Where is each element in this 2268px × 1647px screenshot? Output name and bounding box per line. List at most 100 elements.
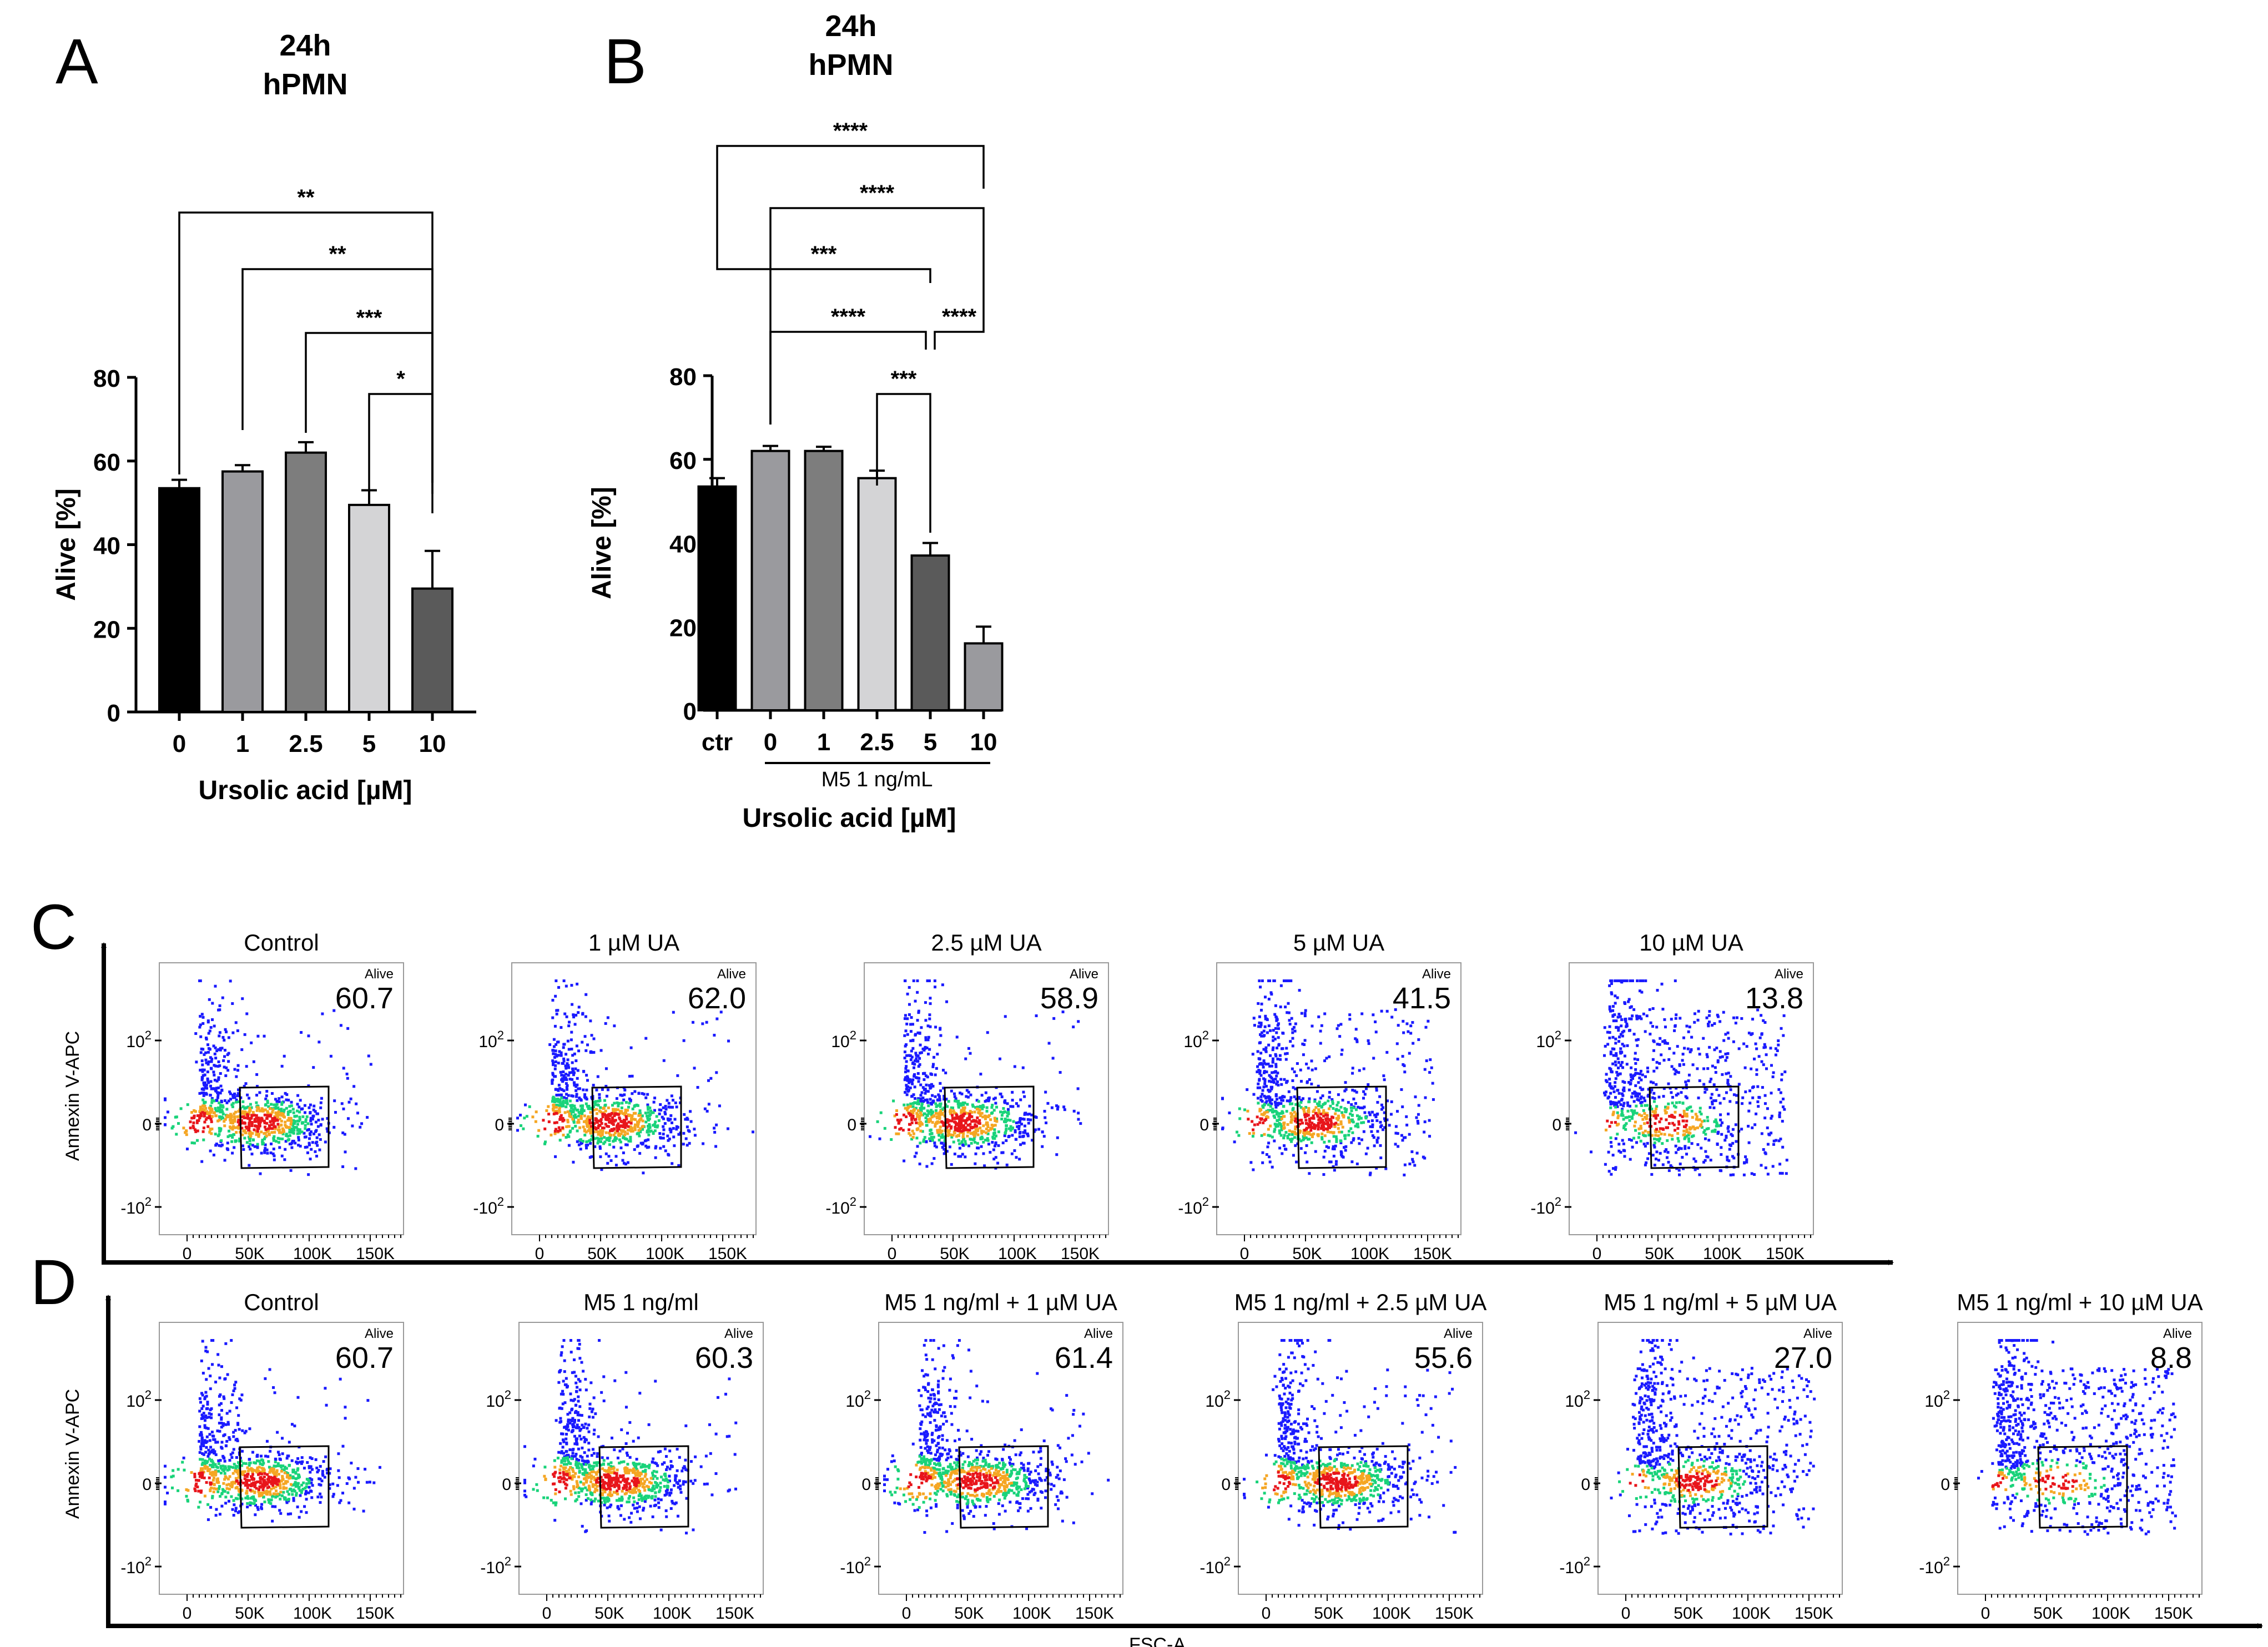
flow-point	[946, 1105, 949, 1108]
flow-point	[969, 1125, 972, 1129]
gate-label: Alive	[717, 967, 746, 982]
flow-point	[560, 1114, 563, 1117]
flow-point	[629, 1125, 632, 1129]
y-tick-label: -102	[825, 1195, 856, 1217]
flow-point	[289, 1119, 292, 1122]
flow-point	[523, 1116, 526, 1120]
flow-point	[904, 1044, 907, 1048]
flow-point	[1745, 1160, 1748, 1164]
flow-point	[903, 1017, 906, 1020]
flow-point	[565, 1105, 568, 1109]
flow-point	[933, 1141, 936, 1144]
flow-point	[276, 1100, 279, 1103]
flow-point	[908, 1078, 911, 1082]
flow-point	[1264, 1063, 1268, 1066]
flow-point	[352, 1507, 356, 1510]
flow-point	[205, 1061, 208, 1064]
flow-point	[677, 1164, 681, 1167]
flow-point	[1664, 1150, 1667, 1153]
flow-point	[1655, 1105, 1659, 1108]
flow-point	[895, 1132, 898, 1135]
flow-point	[1711, 1064, 1714, 1068]
flow-point	[951, 1107, 955, 1110]
flow-point	[1417, 1113, 1420, 1116]
flow-point	[1654, 1115, 1657, 1119]
flow-point	[1682, 1119, 1685, 1123]
y-tick-exp: 2	[1555, 1028, 1561, 1042]
flow-point	[932, 1135, 935, 1139]
flow-point	[1689, 1050, 1692, 1054]
flow-point	[974, 1152, 977, 1155]
flow-point	[925, 1165, 929, 1168]
flow-point	[616, 1129, 619, 1133]
flow-point	[1301, 1121, 1304, 1125]
x-tick-label: 0	[183, 1245, 192, 1263]
flow-point	[625, 1122, 628, 1125]
flow-point	[916, 1054, 920, 1058]
bar	[697, 485, 737, 712]
flow-point	[205, 1038, 208, 1041]
flow-point	[1711, 1130, 1714, 1133]
flow-point	[1077, 1020, 1080, 1023]
flow-point	[281, 1137, 284, 1140]
flow-point	[1623, 979, 1626, 982]
flow-point	[966, 1130, 970, 1134]
flow-point	[928, 1013, 931, 1017]
flow-point	[982, 1105, 985, 1109]
flow-point	[555, 1043, 558, 1046]
flow-point	[1299, 1080, 1303, 1083]
flow-point	[970, 1141, 973, 1145]
flow-point	[1760, 1132, 1763, 1135]
flow-point	[1262, 1085, 1266, 1089]
flow-point	[1740, 1128, 1743, 1131]
flow-point	[1265, 1100, 1268, 1103]
flow-point	[1299, 1101, 1303, 1104]
flow-point	[1276, 1072, 1279, 1075]
flow-point	[918, 1057, 921, 1060]
flow-point	[321, 1012, 324, 1016]
flow-point	[552, 1038, 556, 1041]
flow-point	[194, 1128, 197, 1131]
flow-point	[1428, 1135, 1432, 1138]
flow-point	[939, 1082, 942, 1085]
flow-point	[946, 1131, 950, 1134]
flow-point	[1609, 1050, 1612, 1054]
flow-point	[351, 1124, 354, 1128]
flow-point	[920, 1091, 924, 1094]
flow-point	[1751, 1096, 1755, 1099]
flow-point	[693, 1067, 696, 1070]
flow-point	[184, 1131, 187, 1134]
flow-point	[1274, 1105, 1278, 1109]
flow-point	[981, 1130, 985, 1133]
flow-point	[203, 1112, 206, 1115]
flow-point	[1024, 1131, 1027, 1134]
flow-point	[1683, 1047, 1686, 1050]
flow-point	[604, 1084, 608, 1088]
flow-point	[283, 1054, 286, 1058]
flow-point	[241, 1105, 245, 1108]
flow-point	[584, 993, 588, 996]
flow-point	[208, 1107, 211, 1110]
flow-point	[217, 1086, 220, 1089]
flow-point	[1325, 1145, 1328, 1148]
flow-point	[686, 1125, 689, 1129]
flow-point	[1632, 1033, 1636, 1036]
flow-point	[1781, 1145, 1785, 1149]
flow-point	[924, 1036, 928, 1039]
flow-point	[947, 1119, 951, 1122]
flow-point	[1395, 1042, 1399, 1045]
flow-point	[209, 1084, 212, 1088]
flow-point	[236, 1120, 240, 1124]
flow-point	[599, 1120, 602, 1123]
flow-point	[624, 1124, 628, 1127]
flow-point	[614, 1131, 617, 1135]
flow-point	[566, 1133, 569, 1136]
flow-point	[1348, 1013, 1352, 1017]
flow-point	[554, 1155, 557, 1158]
flow-point	[250, 1106, 253, 1109]
flow-point	[942, 1107, 945, 1110]
flow-point	[921, 1086, 925, 1089]
flow-point	[1690, 1135, 1694, 1138]
flow-point	[568, 1020, 571, 1024]
